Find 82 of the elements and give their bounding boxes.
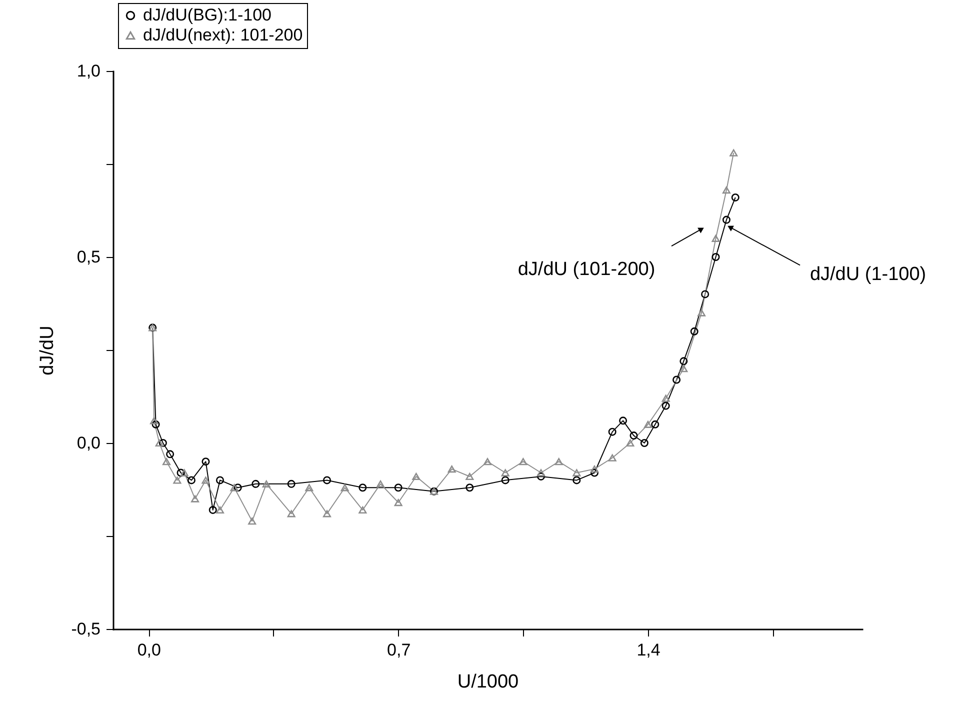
point	[262, 480, 270, 488]
point	[536, 469, 546, 476]
y-tick-label: 0,5	[76, 248, 100, 266]
point	[358, 484, 367, 492]
point	[712, 234, 720, 242]
point	[252, 480, 260, 488]
point	[501, 476, 510, 484]
point	[590, 468, 599, 477]
point	[608, 454, 616, 462]
point	[322, 476, 332, 484]
x-axis-title: U/1000	[457, 672, 519, 692]
point	[483, 458, 492, 466]
point	[305, 484, 314, 492]
point	[722, 186, 730, 194]
point	[680, 365, 688, 372]
point	[554, 458, 563, 466]
point	[216, 476, 224, 484]
point	[626, 439, 634, 447]
point	[166, 450, 174, 458]
y-axis-title: dJ/dU	[37, 326, 58, 376]
point	[150, 417, 158, 424]
point	[572, 469, 581, 476]
legend-label: dJ/dU(BG):1-100	[143, 6, 272, 24]
point	[287, 480, 296, 488]
point	[630, 432, 638, 440]
annotation: dJ/dU (101-200)	[518, 259, 656, 280]
y-tick-label: -0,5	[71, 620, 100, 638]
y-tick-label: 0,0	[76, 434, 100, 452]
x-tick-label: 0,7	[387, 640, 411, 660]
point	[322, 510, 332, 518]
point	[358, 506, 367, 514]
point	[176, 468, 185, 477]
point	[662, 394, 670, 402]
y-tick-label: 1,0	[76, 62, 100, 80]
point	[158, 439, 167, 447]
point	[697, 309, 706, 316]
point	[466, 484, 474, 492]
point	[466, 472, 474, 480]
point	[230, 484, 238, 492]
point	[287, 510, 296, 518]
point	[722, 216, 730, 224]
point	[202, 476, 210, 484]
point	[376, 480, 385, 488]
point	[672, 376, 681, 384]
point	[191, 495, 200, 502]
point	[216, 506, 224, 514]
point	[730, 149, 738, 156]
point	[712, 253, 720, 261]
point	[187, 476, 196, 484]
point	[519, 458, 528, 466]
point	[412, 472, 420, 480]
point	[644, 420, 652, 428]
point	[590, 465, 599, 473]
point	[701, 290, 710, 298]
point	[448, 465, 456, 473]
point	[202, 458, 210, 466]
point	[340, 484, 349, 492]
point	[690, 327, 698, 336]
point	[155, 439, 164, 447]
annotation: dJ/dU (1-100)	[810, 264, 926, 286]
point	[394, 498, 402, 506]
point	[173, 476, 182, 484]
point	[640, 439, 648, 447]
point	[501, 469, 510, 476]
point	[651, 420, 660, 428]
point	[662, 402, 670, 410]
point	[572, 476, 581, 484]
point	[234, 484, 242, 492]
point	[731, 193, 740, 202]
point	[208, 506, 217, 514]
point	[180, 469, 188, 476]
point	[619, 416, 628, 425]
x-tick-label: 1,4	[636, 640, 660, 660]
point	[536, 472, 546, 480]
point	[608, 428, 616, 436]
point	[680, 357, 688, 366]
legend-label: dJ/dU(next): 101-200	[143, 26, 303, 44]
point	[394, 484, 402, 492]
point	[162, 458, 171, 466]
point	[248, 518, 256, 525]
point	[152, 420, 160, 428]
x-tick-label: 0,0	[137, 640, 161, 660]
